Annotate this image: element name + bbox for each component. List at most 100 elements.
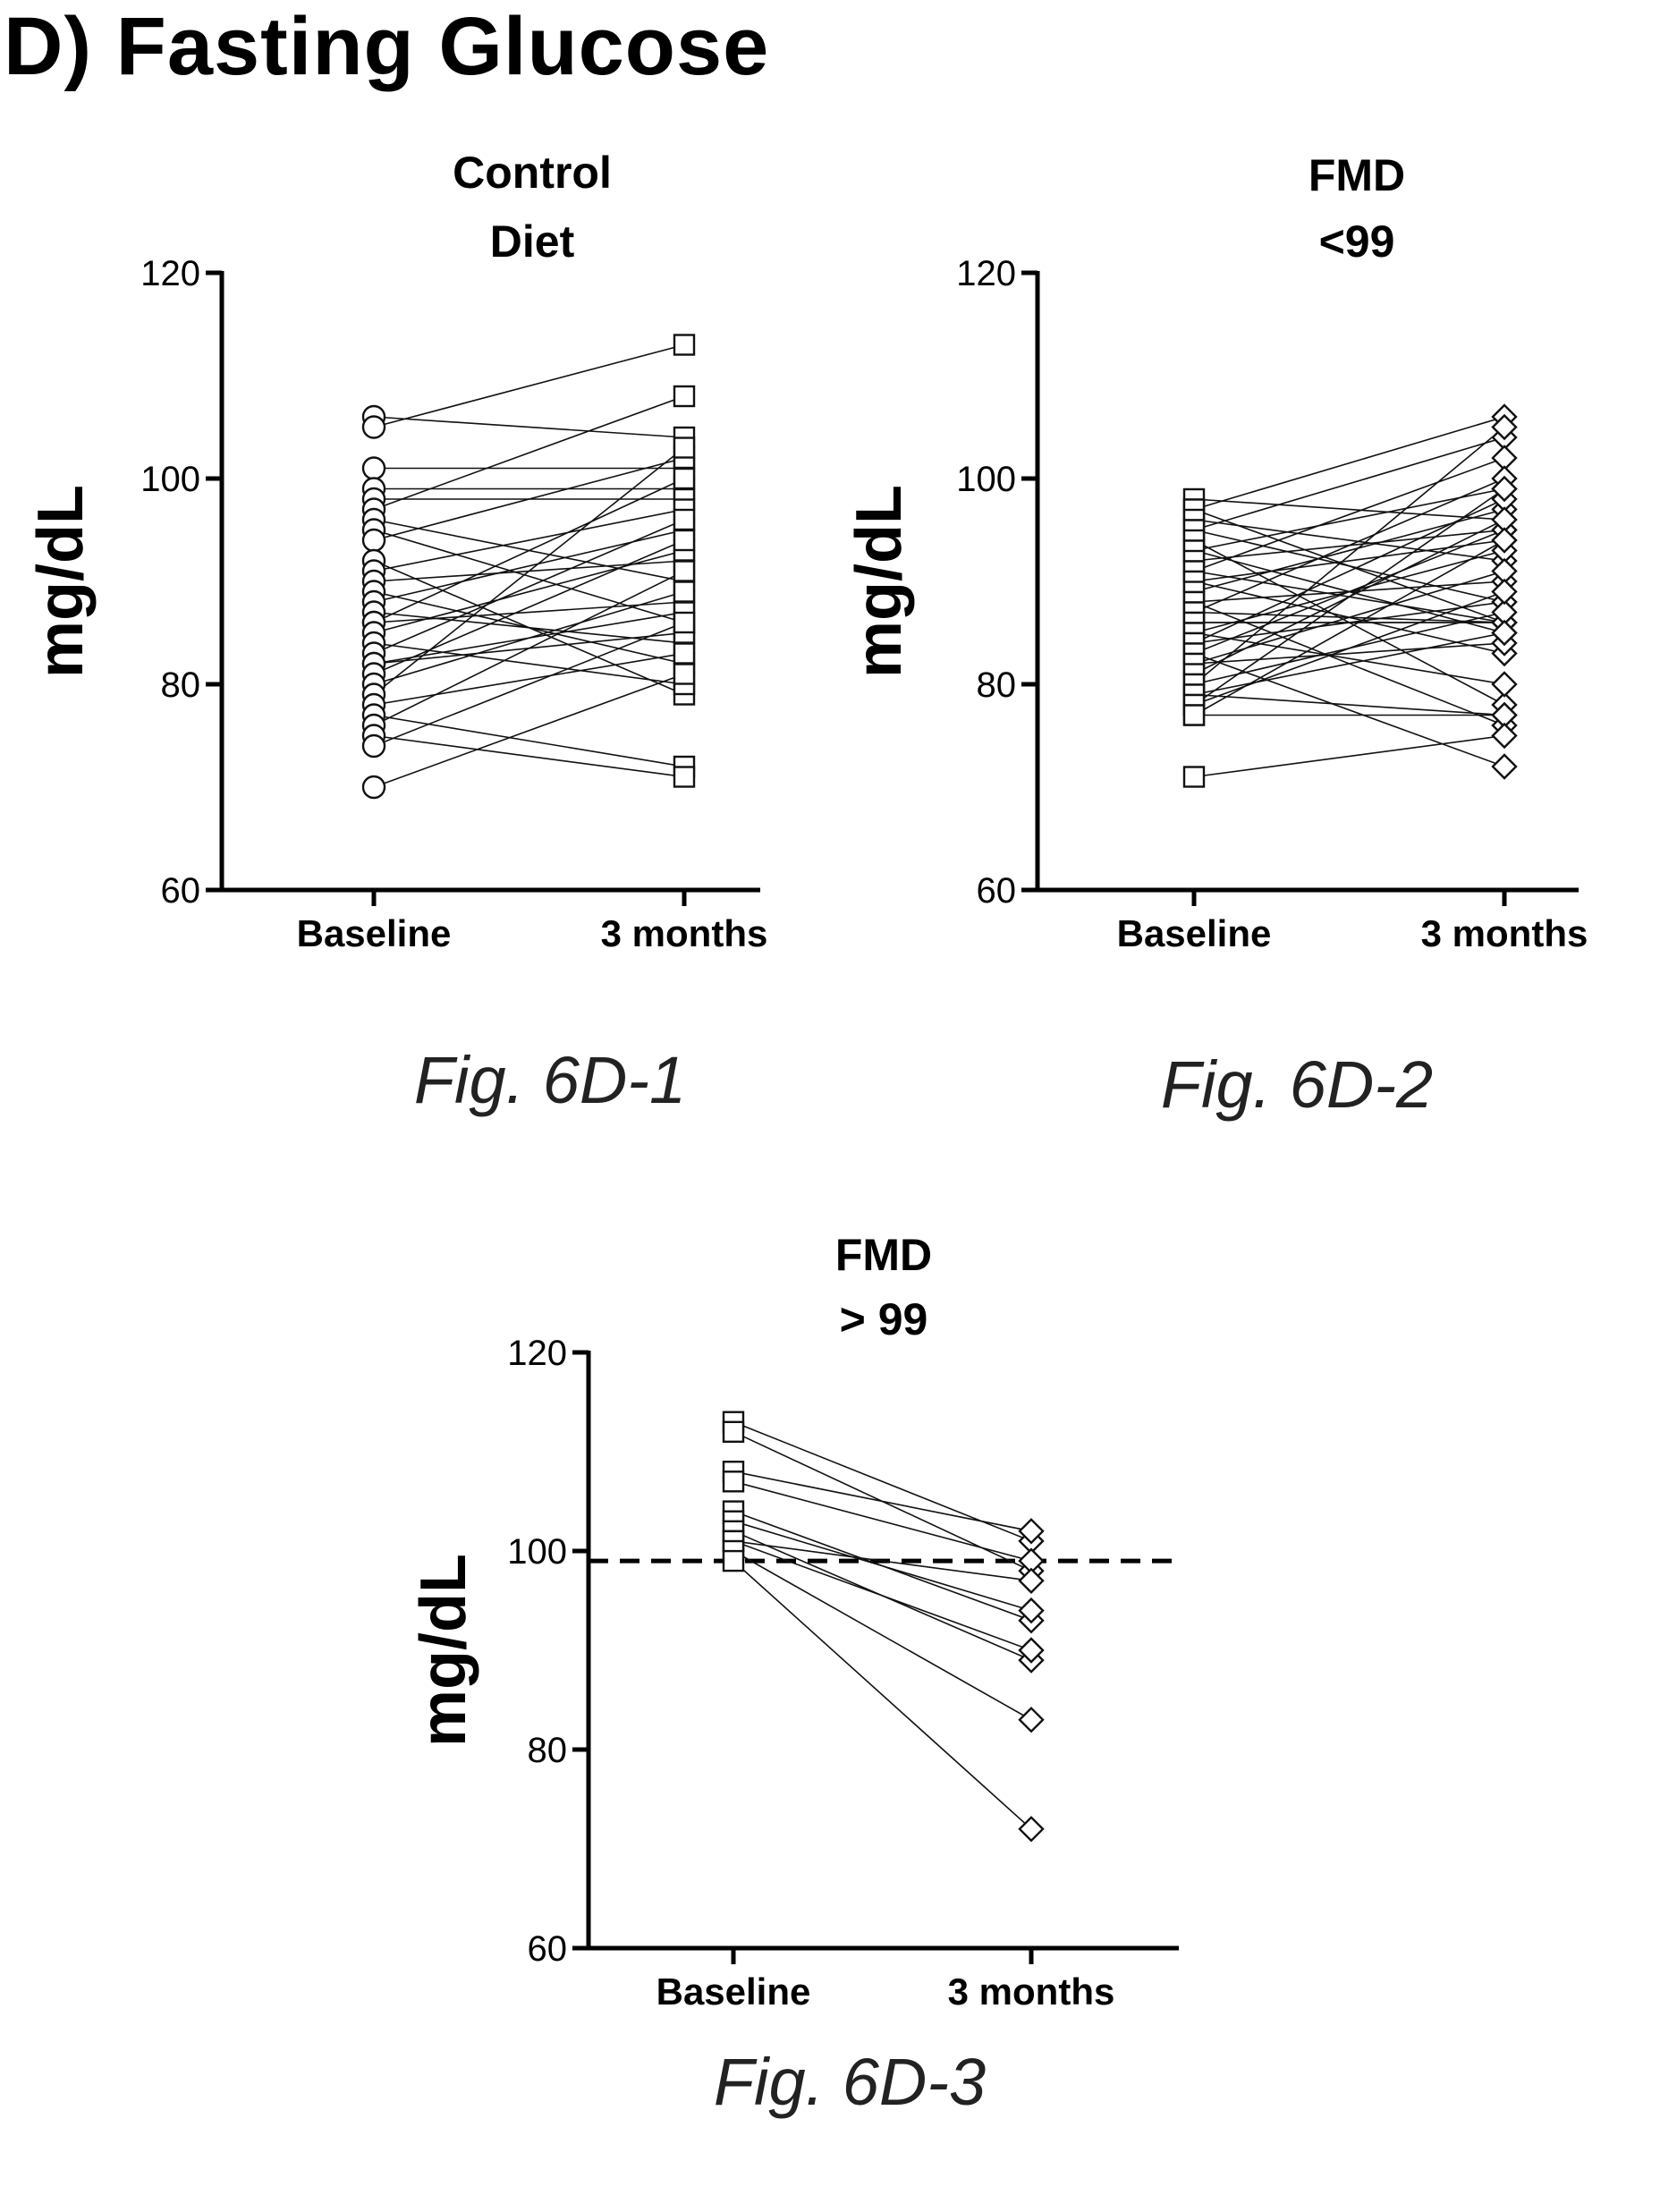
baseline-point [361,733,386,759]
three-month-point [673,560,696,582]
subject-line [1193,642,1505,665]
baseline-point [361,775,386,800]
three-month-point [1018,1567,1045,1594]
chart-title-line: Diet [490,216,575,267]
three-month-point [673,436,696,459]
three-month-point [1018,1707,1045,1733]
subject-line [1193,529,1505,603]
figure-caption-6d-1: Fig. 6D-1 [413,1043,687,1117]
subject-line [373,529,685,623]
subject-line [1193,487,1505,706]
x-category-label: 3 months [601,912,768,954]
baseline-point [361,528,386,553]
y-tick-label: 80 [977,665,1017,705]
three-month-point [673,385,696,408]
y-axis-label: mg/dL [25,485,97,678]
subject-line [373,549,685,634]
subject-line [1193,529,1505,655]
three-month-point [673,508,696,531]
subject-line [1193,478,1505,614]
figure-title: D) Fasting Glucose [4,1,770,92]
three-month-point [1491,671,1518,698]
subject-line [373,734,685,778]
chart-title-line: Control [453,148,612,198]
three-month-point [673,766,696,788]
y-tick-label: 120 [956,254,1016,293]
subject-line [1193,590,1505,706]
subject-line [1193,498,1505,521]
subject-line [1193,498,1505,644]
subject-line [373,457,685,541]
y-tick-label: 120 [507,1334,567,1373]
baseline-point [361,415,386,439]
three-month-point [1018,1816,1045,1843]
x-category-label: Baseline [1117,912,1272,954]
subject-line [1193,601,1505,644]
three-month-point [1491,475,1518,503]
subject-line [373,539,685,675]
subject-line [373,622,685,747]
y-axis-label: mg/dL [843,485,915,678]
x-category-label: 3 months [948,1970,1115,2013]
figure-caption-6d-3: Fig. 6D-3 [713,2045,987,2119]
chart-title-line: <99 [1319,216,1395,267]
x-category-label: 3 months [1421,912,1588,954]
chart-title-line: FMD [835,1230,932,1280]
subject-line [373,590,685,685]
y-tick-label: 80 [528,1731,568,1770]
subject-line [1193,539,1505,582]
chart-1: Control Diet mg/dL 60 80 100 120 Baseline 3 mont… [25,148,767,954]
three-month-point [1491,753,1518,780]
subject-line [733,1420,1032,1542]
baseline-point [1182,704,1206,726]
y-tick-label: 100 [140,460,200,499]
subject-line [1193,539,1505,716]
subject-line [733,1480,1032,1562]
baseline-point [1182,766,1206,788]
subject-line [1193,652,1505,767]
baseline-point [722,1549,745,1572]
y-tick-label: 80 [161,665,201,705]
subject-line [373,519,685,655]
three-month-point [1018,1597,1045,1624]
three-month-point [1491,413,1518,441]
subject-line [373,416,685,438]
three-month-point [673,529,696,552]
subject-line [373,642,685,685]
subject-line [733,1540,1032,1651]
subject-line [373,714,685,767]
subject-line [1193,693,1505,716]
subject-line [733,1520,1032,1612]
chart-3: FMD > 99 mg/dL 60 80 100 120 Baseline 3 months [408,1230,1181,2013]
subject-line [1193,519,1505,562]
x-category-label: Baseline [656,1970,811,2013]
y-tick-label: 100 [507,1532,567,1572]
three-month-point [673,642,696,665]
y-axis-label: mg/dL [408,1554,479,1747]
subject-line [373,673,685,788]
subject-line [373,395,685,511]
baseline-point [722,1420,745,1444]
subject-line [733,1550,1032,1721]
subject-line [1193,436,1505,531]
three-month-point [673,663,696,685]
subject-line [733,1560,1032,1830]
subject-line [373,446,685,696]
y-tick-label: 120 [140,254,200,293]
subject-line [1193,631,1505,696]
subject-line [1193,426,1505,685]
subject-line [373,343,685,428]
subject-line [1193,734,1505,778]
three-month-point [1018,1518,1045,1545]
three-month-point [1491,619,1518,647]
three-month-point [1491,722,1518,750]
subject-line [373,570,685,726]
three-month-point [1491,578,1518,606]
y-tick-label: 60 [528,1929,568,1969]
subject-line [373,508,685,572]
subject-line [1193,631,1505,685]
chart-title-line: FMD [1309,150,1405,200]
three-month-point [673,334,696,356]
chart-title-line: > 99 [840,1294,928,1344]
